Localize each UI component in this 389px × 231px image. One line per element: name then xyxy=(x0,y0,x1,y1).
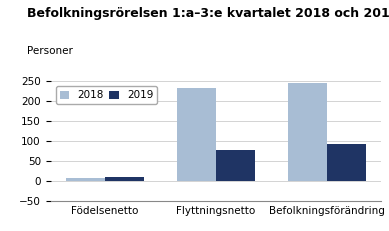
Bar xyxy=(177,88,216,181)
Text: Befolkningsrörelsen 1:a–3:e kvartalet 2018 och 2019: Befolkningsrörelsen 1:a–3:e kvartalet 20… xyxy=(27,7,389,20)
Legend: 2018, 2019: 2018, 2019 xyxy=(56,86,158,104)
Bar xyxy=(327,144,366,181)
Bar xyxy=(66,178,105,181)
Bar xyxy=(105,176,144,181)
Text: Personer: Personer xyxy=(27,46,73,56)
Bar xyxy=(216,150,255,181)
Bar xyxy=(288,83,327,181)
